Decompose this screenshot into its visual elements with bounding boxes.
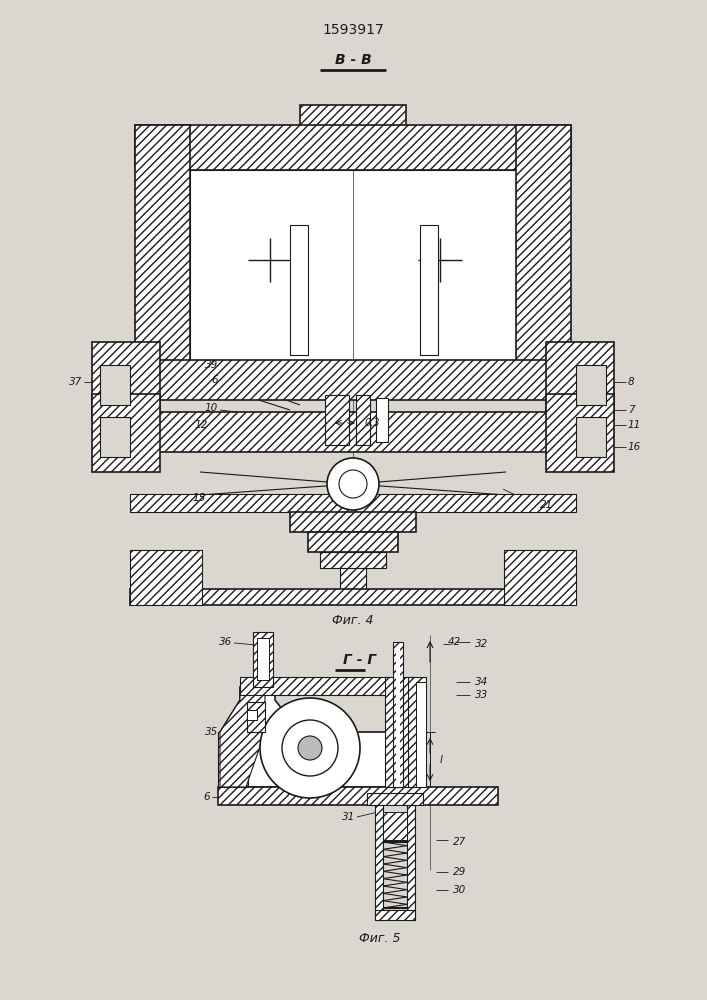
Bar [110, 360, 596, 400]
Text: l: l [440, 755, 443, 765]
Bar [375, 910, 415, 920]
Bar [308, 532, 398, 552]
Bar [92, 342, 160, 420]
Text: 0,3: 0,3 [365, 418, 380, 428]
Bar [546, 394, 614, 472]
Text: 29: 29 [453, 867, 466, 877]
Text: 8: 8 [628, 377, 635, 387]
Bar [375, 805, 383, 920]
Bar [253, 632, 273, 687]
Bar [576, 365, 606, 405]
Text: 12: 12 [194, 420, 208, 430]
Bar [416, 682, 426, 787]
Text: 31: 31 [341, 812, 355, 822]
Text: 7: 7 [628, 405, 635, 415]
Bar [340, 568, 366, 590]
Bar [504, 550, 576, 605]
Text: 15: 15 [193, 493, 206, 503]
Bar [393, 642, 403, 787]
Text: 6: 6 [211, 375, 218, 385]
Bar [516, 125, 571, 380]
Bar [396, 647, 400, 787]
Bar [257, 638, 269, 680]
Bar [240, 677, 395, 695]
Circle shape [298, 736, 322, 760]
Bar [325, 395, 349, 445]
Bar [247, 710, 257, 720]
Text: 34: 34 [475, 677, 489, 687]
Bar [290, 225, 308, 355]
Text: 11: 11 [628, 420, 641, 430]
Polygon shape [220, 687, 265, 787]
Bar [383, 812, 407, 840]
Bar [100, 365, 130, 405]
Text: 33: 33 [475, 690, 489, 700]
Bar [218, 732, 248, 787]
Text: 27: 27 [453, 837, 466, 847]
Text: 1593917: 1593917 [322, 23, 384, 37]
Bar [130, 550, 202, 605]
Text: 16: 16 [628, 442, 641, 452]
Bar [100, 417, 130, 457]
Text: 10: 10 [205, 403, 218, 413]
Text: 6: 6 [204, 792, 210, 802]
Bar [92, 394, 160, 472]
Text: Фиг. 4: Фиг. 4 [332, 613, 374, 626]
Text: 39: 39 [205, 360, 218, 370]
Bar [407, 805, 415, 920]
Circle shape [339, 470, 367, 498]
Bar [218, 787, 498, 805]
Bar [247, 702, 265, 732]
Bar [385, 677, 413, 787]
Text: 30: 30 [453, 885, 466, 895]
Circle shape [282, 720, 338, 776]
Bar [300, 105, 406, 140]
Bar [376, 398, 388, 442]
Text: 37: 37 [69, 377, 82, 387]
Bar [320, 552, 386, 568]
Text: 21: 21 [540, 500, 554, 510]
Bar [408, 677, 426, 787]
Text: В - В: В - В [334, 53, 371, 67]
Bar [576, 417, 606, 457]
Circle shape [327, 458, 379, 510]
Text: 42: 42 [448, 637, 461, 647]
Bar [130, 494, 576, 512]
Text: 32: 32 [475, 639, 489, 649]
Text: Фиг. 5: Фиг. 5 [359, 932, 401, 944]
Bar [130, 589, 576, 605]
Circle shape [260, 698, 360, 798]
Bar [367, 793, 423, 805]
Bar [135, 125, 190, 380]
Bar [290, 512, 416, 532]
Bar [356, 395, 370, 445]
Polygon shape [220, 687, 410, 787]
Text: 35: 35 [205, 727, 218, 737]
Text: 36: 36 [218, 637, 232, 647]
Bar [190, 170, 516, 380]
Bar [546, 342, 614, 420]
Text: Г - Г: Г - Г [344, 653, 377, 667]
Bar [110, 412, 596, 452]
Bar [135, 125, 571, 170]
Bar [420, 225, 438, 355]
